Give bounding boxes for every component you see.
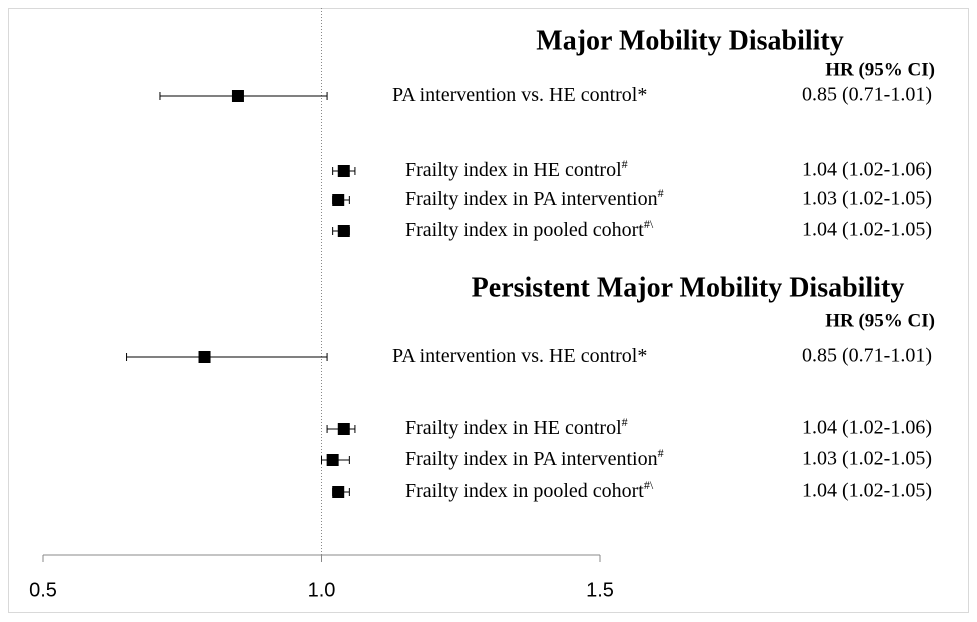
estimate-marker (332, 194, 345, 206)
x-tick-label: 1.5 (586, 579, 614, 601)
group-title: Persistent Major Mobility Disability (472, 272, 905, 303)
row-label-sup: #\ (644, 478, 654, 492)
estimate-marker (326, 454, 339, 466)
group-title: Major Mobility Disability (536, 25, 843, 56)
ci-text: 1.04 (1.02-1.05) (802, 480, 932, 502)
estimate-marker (337, 423, 350, 435)
ci-text: 0.85 (0.71-1.01) (802, 84, 932, 106)
row-label: Frailty index in pooled cohort#\ (405, 478, 654, 502)
estimate-marker (337, 225, 350, 237)
row-label: PA intervention vs. HE control* (392, 345, 647, 367)
ci-text: 1.04 (1.02-1.06) (802, 159, 932, 181)
row-label-text: Frailty index in HE control (405, 417, 622, 439)
x-tick-label: 0.5 (29, 579, 57, 601)
row-label: Frailty index in HE control# (405, 157, 628, 181)
row-label: Frailty index in HE control# (405, 415, 628, 439)
estimate-marker (332, 486, 345, 498)
row-label-text: Frailty index in PA intervention (405, 188, 658, 210)
row-label-text: Frailty index in PA intervention (405, 448, 658, 470)
row-label-sup: # (622, 157, 628, 171)
ci-text: 1.03 (1.02-1.05) (802, 448, 932, 470)
ci-text: 1.04 (1.02-1.06) (802, 417, 932, 439)
row-label: Frailty index in pooled cohort#\ (405, 217, 654, 241)
ci-text: 1.04 (1.02-1.05) (802, 219, 932, 241)
estimate-marker (337, 165, 350, 177)
estimate-marker (231, 90, 244, 102)
row-label-text: Frailty index in HE control (405, 159, 622, 181)
row-label: Frailty index in PA intervention# (405, 186, 664, 210)
row-label-sup: #\ (644, 217, 654, 231)
row-label: PA intervention vs. HE control* (392, 84, 647, 106)
row-label-text: PA intervention vs. HE control* (392, 84, 647, 106)
ci-text: 0.85 (0.71-1.01) (802, 345, 932, 367)
estimate-marker (198, 351, 211, 363)
x-tick-label: 1.0 (308, 579, 336, 601)
row-label-text: PA intervention vs. HE control* (392, 345, 647, 367)
row-label-sup: # (622, 415, 628, 429)
row-label: Frailty index in PA intervention# (405, 446, 664, 470)
row-label-text: Frailty index in pooled cohort (405, 480, 644, 502)
column-header: HR (95% CI) (825, 59, 935, 80)
column-header: HR (95% CI) (825, 310, 935, 331)
row-label-sup: # (658, 186, 664, 200)
frame (8, 8, 969, 613)
row-label-text: Frailty index in pooled cohort (405, 219, 644, 241)
ci-text: 1.03 (1.02-1.05) (802, 188, 932, 210)
row-label-sup: # (658, 446, 664, 460)
